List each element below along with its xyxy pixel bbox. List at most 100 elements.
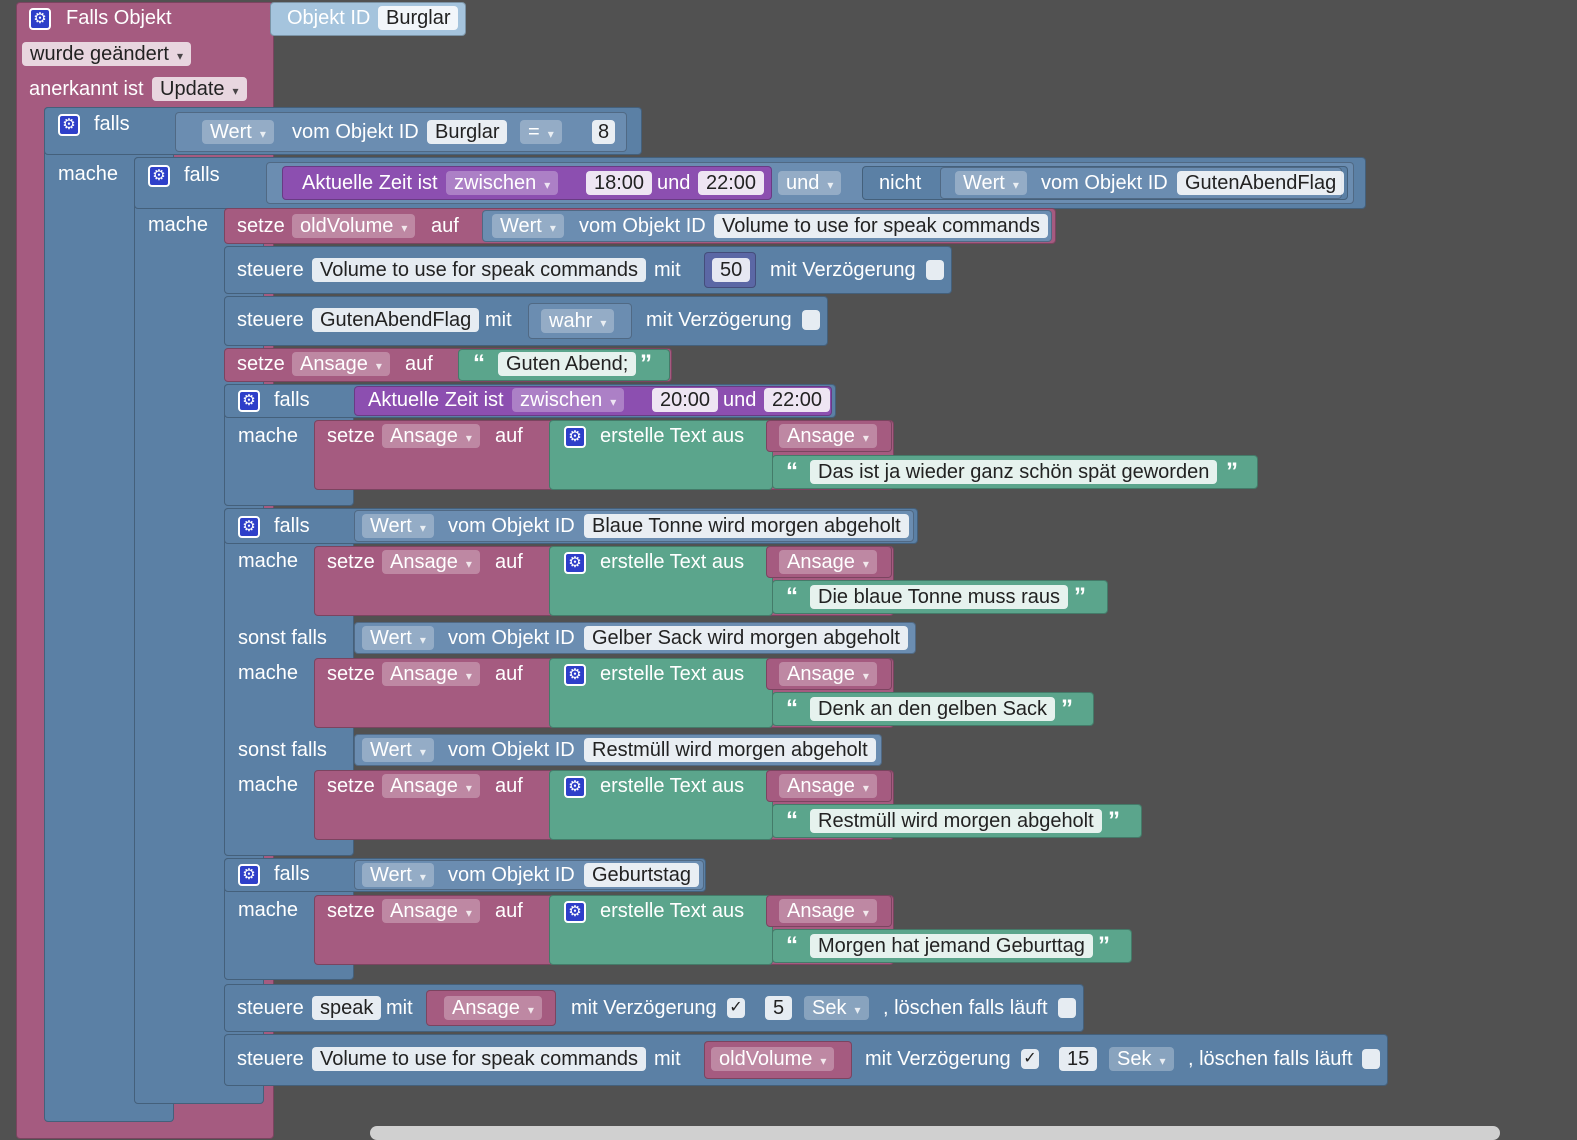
control-speak-object-field[interactable]: speak [312, 996, 382, 1020]
trash-c2-var-dropdown[interactable]: Ansage [382, 662, 480, 686]
logic-op-dropdown[interactable]: und [778, 171, 842, 195]
control-speak-clear-label: , löschen falls läuft [883, 997, 1048, 1019]
control-flag-bool-dropdown[interactable]: wahr [541, 309, 615, 333]
control-speak-mit: mit [386, 997, 413, 1019]
trash-c3-wert-dropdown[interactable]: Wert [362, 738, 434, 762]
control-volume-delay-label: mit Verzögerung [770, 259, 916, 281]
not-label: nicht [879, 172, 922, 194]
birthday-join-block[interactable] [549, 895, 773, 965]
trash-c1-text-field[interactable]: Die blaue Tonne muss raus [810, 585, 1068, 609]
not-object-field[interactable]: GutenAbendFlag [1177, 171, 1345, 195]
birthday-var-dropdown[interactable]: Ansage [382, 899, 480, 923]
quote-close-icon: ” [1074, 583, 1086, 610]
if-burglar-gear-icon[interactable]: ⚙ [58, 114, 80, 136]
time-start-field[interactable]: 18:00 [586, 171, 653, 195]
control-speak-delay-number[interactable]: 5 [765, 996, 793, 1020]
trash-c2-object-field[interactable]: Gelber Sack wird morgen abgeholt [584, 626, 908, 650]
trash-c1-join-block[interactable] [549, 546, 773, 616]
birthday-item-dropdown[interactable]: Ansage [779, 899, 877, 923]
control-speak-value-dropdown[interactable]: Ansage [444, 996, 542, 1020]
quote-close-icon: ” [1226, 458, 1238, 485]
trash-c3-var-dropdown[interactable]: Ansage [382, 774, 480, 798]
quote-open-icon: “ [786, 807, 798, 834]
if-late-end-field[interactable]: 22:00 [764, 388, 831, 412]
birthday-join-gear-icon[interactable]: ⚙ [564, 901, 586, 923]
if-late-item-dropdown[interactable]: Ansage [779, 424, 877, 448]
if-late-join-gear-icon[interactable]: ⚙ [564, 426, 586, 448]
trash-c1-object-field[interactable]: Blaue Tonne wird morgen abgeholt [584, 514, 909, 538]
trash-c2-join-gear-icon[interactable]: ⚙ [564, 664, 586, 686]
if-late-start-field[interactable]: 20:00 [652, 388, 719, 412]
trash-c1-item-dropdown[interactable]: Ansage [779, 550, 877, 574]
birthday-object-field[interactable]: Geburtstag [584, 863, 699, 887]
trigger-changed-dropdown[interactable]: wurde geändert [22, 42, 192, 66]
control-volume-number-field[interactable]: 50 [712, 258, 751, 282]
quote-open-icon: “ [786, 695, 798, 722]
trash-c2-auf: auf [495, 663, 523, 685]
control-volume-object-field[interactable]: Volume to use for speak commands [312, 258, 646, 282]
trash-c1-join-gear-icon[interactable]: ⚙ [564, 552, 586, 574]
if-burglar-falls: falls [94, 113, 130, 135]
compare-number-field[interactable]: 8 [592, 120, 616, 144]
compare-vom-label: vom Objekt ID [292, 121, 419, 143]
quote-close-icon: ” [1098, 932, 1110, 959]
trash-c1-vom-label: vom Objekt ID [448, 515, 575, 537]
if-evening-gear-icon[interactable]: ⚙ [148, 165, 170, 187]
set-ansage-auf: auf [405, 353, 433, 375]
set-oldvolume-var-dropdown[interactable]: oldVolume [292, 214, 416, 238]
trash-c1-var-dropdown[interactable]: Ansage [382, 550, 480, 574]
set-oldvolume-wert-dropdown[interactable]: Wert [492, 214, 564, 238]
control-restore-delay-checkbox[interactable]: ✓ [1021, 1049, 1039, 1069]
compare-object-field[interactable]: Burglar [427, 120, 508, 144]
trigger-ack-dropdown[interactable]: Update [152, 77, 247, 101]
control-speak-clear-checkbox[interactable] [1058, 998, 1076, 1018]
control-speak-delay-checkbox[interactable]: ✓ [727, 998, 745, 1018]
trigger-gear-icon[interactable]: ⚙ [29, 8, 51, 30]
trash-c2-item-dropdown[interactable]: Ansage [779, 662, 877, 686]
if-late-mache: mache [238, 425, 299, 447]
trash-c3-text-field[interactable]: Restmüll wird morgen abgeholt [810, 809, 1102, 833]
control-restore-object-field[interactable]: Volume to use for speak commands [312, 1047, 646, 1071]
not-wert-dropdown[interactable]: Wert [955, 171, 1027, 195]
if-late-text-field[interactable]: Das ist ja wieder ganz schön spät geword… [810, 460, 1218, 484]
if-late-mode-dropdown[interactable]: zwischen [512, 388, 625, 412]
trigger-object-field[interactable]: Burglar [378, 6, 459, 30]
control-speak-unit-dropdown[interactable]: Sek [804, 996, 869, 1020]
set-oldvolume-object-field[interactable]: Volume to use for speak commands [714, 214, 1048, 238]
compare-op-dropdown[interactable]: = [520, 120, 562, 144]
compare-wert-dropdown[interactable]: Wert [202, 120, 274, 144]
trash-c3-object-field[interactable]: Restmüll wird morgen abgeholt [584, 738, 876, 762]
trash-c1-mache: mache [238, 550, 299, 572]
trash-c1-wert-dropdown[interactable]: Wert [362, 514, 434, 538]
control-restore-clear-label: , löschen falls läuft [1188, 1048, 1353, 1070]
control-flag-delay-checkbox[interactable] [802, 310, 820, 330]
control-restore-delay-label: mit Verzögerung [865, 1048, 1011, 1070]
if-evening-falls: falls [184, 164, 220, 186]
trash-c3-join-block[interactable] [549, 770, 773, 840]
birthday-text-field[interactable]: Morgen hat jemand Geburttag [810, 934, 1093, 958]
trash-c2-text-field[interactable]: Denk an den gelben Sack [810, 697, 1056, 721]
trash-c3-item-dropdown[interactable]: Ansage [779, 774, 877, 798]
control-restore-mit: mit [654, 1048, 681, 1070]
birthday-wert-dropdown[interactable]: Wert [362, 863, 434, 887]
control-volume-delay-checkbox[interactable] [926, 260, 944, 280]
trash-c2-wert-dropdown[interactable]: Wert [362, 626, 434, 650]
control-restore-unit-dropdown[interactable]: Sek [1109, 1047, 1174, 1071]
trash-c3-join-gear-icon[interactable]: ⚙ [564, 776, 586, 798]
set-ansage-var-dropdown[interactable]: Ansage [292, 352, 390, 376]
text-guten-abend-field[interactable]: Guten Abend; [498, 352, 637, 376]
control-restore-clear-checkbox[interactable] [1362, 1049, 1380, 1069]
if-trash-gear-icon[interactable]: ⚙ [238, 516, 260, 538]
if-birthday-gear-icon[interactable]: ⚙ [238, 864, 260, 886]
time-mode-dropdown[interactable]: zwischen [446, 171, 559, 195]
control-flag-object-field[interactable]: GutenAbendFlag [312, 308, 480, 332]
horizontal-scrollbar[interactable] [370, 1126, 1500, 1140]
trigger-title: Falls Objekt [66, 7, 172, 29]
trash-c2-join-block[interactable] [549, 658, 773, 728]
if-late-var-dropdown[interactable]: Ansage [382, 424, 480, 448]
if-late-gear-icon[interactable]: ⚙ [238, 390, 260, 412]
if-late-und-label: und [723, 389, 757, 411]
control-restore-delay-number[interactable]: 15 [1059, 1047, 1098, 1071]
time-end-field[interactable]: 22:00 [698, 171, 765, 195]
control-restore-value-dropdown[interactable]: oldVolume [711, 1047, 835, 1071]
